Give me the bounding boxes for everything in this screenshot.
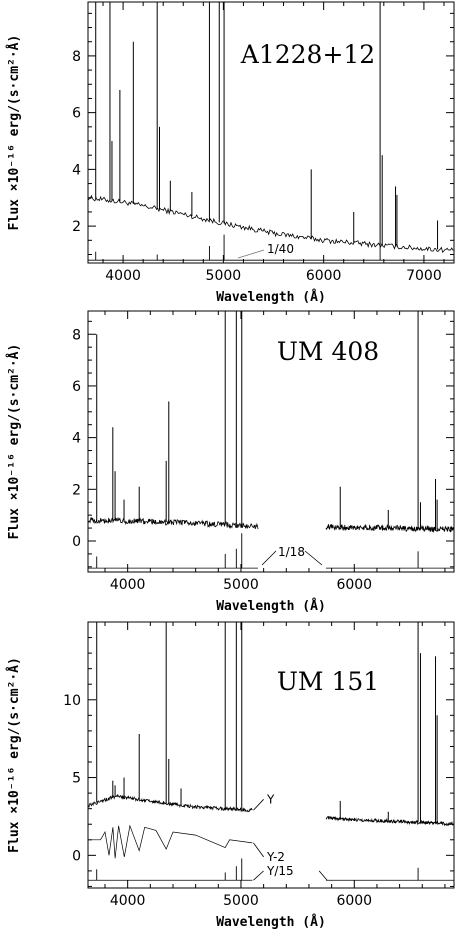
y-axis-label: Flux ×10⁻¹⁶ erg/(s·cm²·Å): [6, 344, 22, 540]
y-tick-label: 2: [72, 219, 81, 235]
x-axis-label: Wavelength (Å): [216, 914, 326, 930]
plot-frame: [87, 621, 455, 889]
panel-title: A1228+12: [240, 40, 375, 69]
x-axis-label: Wavelength (Å): [216, 289, 326, 305]
continuum-series-segment: [325, 815, 454, 827]
y-tick-label: 0: [72, 848, 81, 864]
plot-area: [88, 311, 454, 569]
y-tick-label: 4: [72, 431, 81, 447]
spectrum-panel-3: 4000 5000 6000 0 5 10 Wavelength (Å) Flux ×10⁻¹…: [6, 621, 455, 930]
y-axis-label: Flux ×10⁻¹⁶ erg/(s·cm²·Å): [6, 657, 22, 853]
series-label-y2: Y-2: [266, 850, 285, 864]
plot-frame: [87, 1, 455, 264]
scale-factor-label: Y/15: [266, 864, 294, 878]
x-tick-label: 7000: [406, 268, 442, 284]
x-tick-label: 5000: [223, 893, 259, 909]
x-tick-label: 4000: [110, 577, 146, 593]
plot-area: [88, 622, 454, 881]
spectrum-panel-2: 4000 5000 6000 0 2 4 6 8 Wavelength (Å) Flux ×10⁻…: [6, 310, 455, 614]
scale-pointer: [318, 870, 328, 881]
scale-pointer: [304, 550, 323, 566]
x-tick-label: 5000: [206, 268, 242, 284]
y-tick-label: 0: [72, 534, 81, 550]
y-tick-label: 10: [63, 693, 81, 709]
panel-title: UM 151: [277, 667, 379, 696]
x-tick-label: 5000: [223, 577, 259, 593]
series-pointer: [253, 799, 264, 811]
continuum-series-segment: [88, 194, 454, 253]
y-tick-label: 4: [72, 162, 81, 178]
x-tick-label: 6000: [336, 577, 372, 593]
plot-frame: [87, 310, 455, 573]
y-tick-label: 5: [72, 771, 81, 787]
x-tick-label: 4000: [105, 268, 141, 284]
y-tick-label: 6: [72, 106, 81, 122]
scale-pointer: [261, 550, 277, 566]
continuum-series-segment: [325, 523, 454, 534]
x-tick-label: 6000: [306, 268, 342, 284]
scale-pointer: [237, 249, 265, 259]
y-tick-label: 2: [72, 482, 81, 498]
y-tick-label: 8: [72, 327, 81, 343]
x-tick-label: 6000: [336, 893, 372, 909]
series-label-y: Y: [266, 792, 275, 806]
continuum-series-segment: [88, 516, 259, 530]
panel-title: UM 408: [277, 337, 379, 366]
scale-factor-label: 1/18: [278, 545, 305, 559]
series-pointer: [253, 870, 264, 881]
y-tick-label: 6: [72, 379, 81, 395]
spectrum-panel-1: 4000 5000 6000 7000 2 4 6 8 Wavelength (Å) Flux ×…: [6, 1, 455, 305]
x-axis-label: Wavelength (Å): [216, 598, 326, 614]
x-tick-label: 4000: [110, 893, 146, 909]
y-axis-label: Flux ×10⁻¹⁶ erg/(s·cm²·Å): [6, 35, 22, 231]
plot-area: [88, 2, 454, 261]
template-series: [88, 824, 253, 859]
scale-factor-label: 1/40: [267, 242, 294, 256]
y-tick-label: 8: [72, 49, 81, 65]
series-pointer: [253, 842, 264, 858]
